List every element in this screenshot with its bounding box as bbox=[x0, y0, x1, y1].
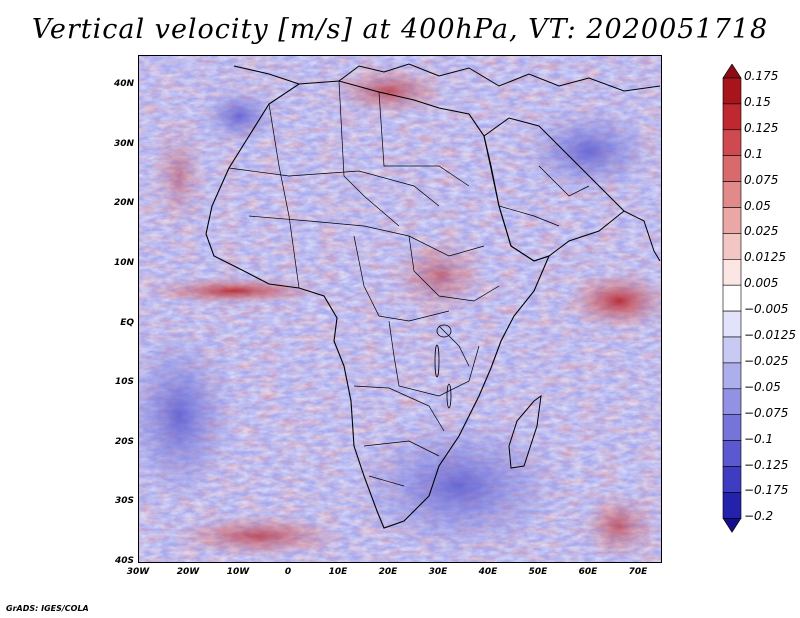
grads-credit: GrADS: IGES/COLA bbox=[6, 604, 89, 613]
lat-label-20s: 20S bbox=[114, 437, 134, 447]
lon-label-10w: 10W bbox=[226, 567, 250, 577]
lon-label-10e: 10E bbox=[328, 567, 348, 577]
colorbar-segment bbox=[722, 233, 742, 260]
colorbar-label: 0.005 bbox=[744, 276, 779, 291]
colorbar-label: 0.0125 bbox=[744, 250, 786, 265]
lat-label-eq: EQ bbox=[120, 318, 134, 328]
colorbar-label: 0.15 bbox=[744, 94, 771, 109]
colorbar-segment bbox=[722, 310, 742, 338]
colorbar-segment bbox=[722, 77, 742, 105]
colorbar-label: −0.05 bbox=[744, 379, 781, 394]
colorbar-label: −0.0125 bbox=[744, 328, 797, 342]
colorbar-segment bbox=[722, 466, 742, 493]
colorbar-label: 0.075 bbox=[744, 172, 779, 187]
lon-label-50e: 50E bbox=[528, 567, 548, 577]
colorbar-label: −0.2 bbox=[744, 509, 774, 524]
colorbar-segment bbox=[722, 440, 742, 467]
lon-label-20e: 20E bbox=[378, 567, 398, 577]
lake-tanganyika bbox=[434, 344, 440, 378]
europe-outline bbox=[233, 63, 661, 92]
map-title: Vertical velocity [m/s] at 400hPa, VT: 2… bbox=[31, 14, 769, 45]
colorbar-max-arrow bbox=[722, 64, 742, 79]
colorbar bbox=[722, 64, 742, 533]
colorbar-segment bbox=[722, 388, 742, 415]
colorbar-segment bbox=[722, 336, 742, 364]
madagascar-outline bbox=[508, 394, 542, 469]
lon-label-30w: 30W bbox=[126, 567, 150, 577]
colorbar-segment bbox=[722, 103, 742, 131]
colorbar-label: 0.05 bbox=[744, 198, 771, 213]
colorbar-segment bbox=[722, 414, 742, 441]
colorbar-segment bbox=[722, 207, 742, 234]
lat-label-20n: 20N bbox=[113, 198, 134, 208]
country-boundaries-icon bbox=[228, 80, 590, 487]
colorbar-segment bbox=[722, 362, 742, 390]
colorbar-segment bbox=[722, 129, 742, 157]
lon-label-40e: 40E bbox=[478, 567, 498, 577]
colorbar-label: 0.125 bbox=[744, 120, 779, 135]
lat-label-30n: 30N bbox=[113, 139, 134, 149]
colorbar-min-arrow bbox=[722, 517, 742, 533]
lake-malawi bbox=[446, 383, 452, 409]
colorbar-label: 0.175 bbox=[744, 69, 779, 83]
lat-label-40n: 40N bbox=[113, 79, 134, 89]
colorbar-label: −0.075 bbox=[744, 405, 789, 420]
colorbar-label: −0.025 bbox=[744, 353, 789, 368]
colorbar-label: −0.005 bbox=[744, 302, 789, 317]
colorbar-label: 0.1 bbox=[744, 146, 764, 161]
colorbar-segment bbox=[722, 259, 742, 286]
india-outline bbox=[623, 210, 661, 262]
colorbar-label: 0.025 bbox=[744, 224, 779, 239]
lat-label-10s: 10S bbox=[114, 377, 134, 387]
lon-label-20w: 20W bbox=[176, 567, 200, 577]
colorbar-segment bbox=[722, 181, 742, 208]
lat-label-40s: 40S bbox=[114, 556, 134, 566]
velocity-field bbox=[139, 56, 661, 562]
map-panel bbox=[138, 55, 662, 563]
lake-victoria bbox=[436, 324, 452, 338]
colorbar-label: −0.125 bbox=[744, 457, 789, 472]
lon-label-60e: 60E bbox=[578, 567, 598, 577]
colorbar-label: −0.1 bbox=[744, 431, 774, 446]
lon-label-30e: 30E bbox=[428, 567, 448, 577]
colorbar-segment bbox=[722, 155, 742, 182]
lon-label-70e: 70E bbox=[628, 567, 648, 577]
lat-label-30s: 30S bbox=[114, 496, 134, 506]
lon-label-0: 0 bbox=[284, 567, 292, 577]
colorbar-label: −0.175 bbox=[744, 483, 789, 498]
colorbar-segment bbox=[722, 492, 742, 519]
arabia-outline bbox=[483, 117, 625, 262]
colorbar-segment bbox=[722, 284, 742, 312]
lat-label-10n: 10N bbox=[113, 258, 134, 268]
